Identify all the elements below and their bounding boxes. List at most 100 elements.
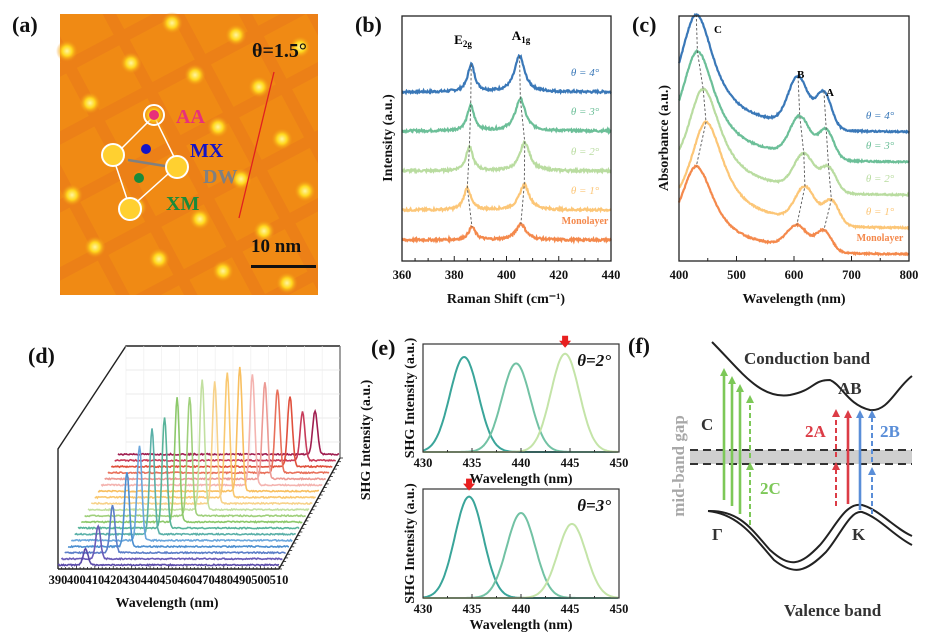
mx-site-dot [141, 144, 151, 154]
raman-series-line [401, 95, 612, 136]
shg-spectrum-line [117, 408, 340, 457]
moire-spot [161, 12, 183, 34]
shg-spectrum-line [97, 366, 319, 493]
panel-c-absorbance-chart: 400 500 600 700 800 Wavelength (nm) Absorban… [657, 12, 919, 307]
moire-spot [120, 52, 142, 74]
line-profile-marker [238, 71, 275, 219]
conduction-band-curve [711, 341, 913, 412]
panel-d-shg-waterfall: 390 400 410 420 430 440 450 460 470 480 490 500 510 … [49, 345, 374, 611]
x-axis-ticks: 400 500 600 700 800 [670, 256, 919, 282]
y-axis-label: SHG Intensity (a.u.) [403, 337, 418, 458]
series-label: Monolayer [562, 216, 609, 227]
label-2b: 2B [880, 422, 900, 441]
y-axis-label: SHG Intensity (a.u.) [403, 483, 418, 604]
x-tick-label: 420 [549, 268, 568, 282]
moire-spot [148, 248, 170, 270]
panel-label-a: (a) [12, 12, 38, 37]
x-tick-label: 700 [842, 268, 861, 282]
series-label: θ = 4° [571, 67, 600, 79]
site-label-dw: DW [203, 166, 237, 188]
panel-e-shg-charts: 430 435 440 445 450 Wavelength (nm) SHG Intens… [403, 335, 629, 633]
x-tick-label: 490 [233, 573, 252, 587]
x-tick-label: 500 [727, 268, 746, 282]
peak-label-a1g: A1g [512, 28, 531, 45]
peak-shift-guide [823, 91, 832, 231]
x-tick-label: 450 [610, 602, 629, 616]
mid-band-gap-region [690, 450, 912, 464]
shg-spectrum-line [94, 372, 316, 500]
series-label: θ = 1° [571, 185, 600, 197]
x-tick-label: 435 [463, 602, 482, 616]
shg-spectra [57, 366, 340, 568]
moire-spot [56, 40, 78, 62]
2b-transition-arrow-head [868, 410, 876, 418]
series-labels: θ = 4° θ = 3° θ = 2° θ = 1° Monolayer [562, 67, 609, 227]
plot-frame [678, 15, 910, 262]
absorbance-curves [677, 12, 910, 257]
xm-site-dot [134, 173, 144, 183]
moire-spots [56, 12, 316, 294]
series-label: θ = 1° [866, 206, 895, 218]
absorbance-series-line [678, 48, 910, 165]
x-tick-label: 800 [900, 268, 919, 282]
highlight-arrow-icon [463, 478, 476, 491]
c-transition-arrow-head [736, 384, 744, 392]
x-axis-label: Wavelength (nm) [115, 596, 218, 611]
absorbance-series-line [677, 12, 910, 135]
shg-spectrum-line [91, 381, 313, 506]
moire-spot [184, 64, 206, 86]
panel-label-f: (f) [628, 333, 650, 358]
twist-angle-title: θ=2° [577, 351, 611, 370]
shg-spectrum-line [114, 411, 336, 463]
absorbance-series-line [678, 87, 910, 198]
series-label: Monolayer [857, 233, 904, 244]
x-tick-label: 460 [178, 573, 197, 587]
y-axis-label: Intensity (a.u.) [381, 94, 396, 182]
x-tick-label: 480 [214, 573, 233, 587]
peak-shift-guide [695, 14, 707, 167]
y-axis-label: SHG Intensity (a.u.) [359, 379, 374, 500]
waterfall-frame [57, 345, 343, 570]
raman-curves [401, 53, 612, 245]
moire-spot [61, 184, 83, 206]
shg-spectrum-line [67, 472, 289, 549]
x-tick-label: 390 [49, 573, 68, 587]
shg-series-line [423, 511, 618, 599]
peak-label-c: C [714, 24, 722, 36]
x-axis-label: Raman Shift (cm⁻¹) [447, 292, 565, 307]
x-axis-ticks: 360 380 400 420 440 [393, 256, 620, 282]
shg-spectrum-line [64, 505, 286, 555]
peak-label-e2g: E2g [454, 32, 472, 49]
panel-label-e: (e) [371, 335, 396, 360]
absorbance-series-line [678, 119, 910, 231]
2c-transition-arrow-head [746, 395, 754, 403]
shg-series-line [423, 362, 618, 453]
panel-f-band-diagram: Conduction band Valence band mid-band ga… [669, 341, 913, 620]
x-tick-label: 510 [270, 573, 289, 587]
moire-spot [276, 272, 298, 294]
shg-chart-theta-2: 430 435 440 445 450 Wavelength (nm) SHG Intens… [403, 335, 628, 487]
x-tick-label: 430 [122, 573, 141, 587]
aa-site-ring [165, 155, 189, 179]
x-tick-label: 400 [670, 268, 689, 282]
peak-shift-guide [519, 56, 526, 224]
moire-spot [189, 208, 211, 230]
mid-band-gap-label: mid-band gap [669, 415, 688, 517]
2a-transition-arrow-head [832, 409, 840, 417]
shg-chart-theta-3: 430 435 440 445 450 Wavelength (nm) SHG Intens… [403, 478, 629, 633]
raman-series-line [401, 53, 612, 96]
x-tick-label: 435 [463, 456, 482, 470]
moire-spot [271, 128, 293, 150]
shg-spectrum-line [74, 428, 296, 537]
twist-angle-label: θ=1.5° [252, 40, 307, 62]
x-tick-label: 500 [251, 573, 270, 587]
aa-site-ring [101, 143, 125, 167]
x-tick-label: 445 [561, 456, 580, 470]
site-label-mx: MX [190, 140, 224, 162]
shg-series-line [422, 355, 618, 453]
x-tick-label: 360 [393, 268, 412, 282]
label-gamma: Γ [712, 525, 723, 544]
raman-series-line [401, 181, 612, 214]
absorbance-series-line [677, 164, 910, 257]
scale-bar-label: 10 nm [251, 236, 301, 257]
